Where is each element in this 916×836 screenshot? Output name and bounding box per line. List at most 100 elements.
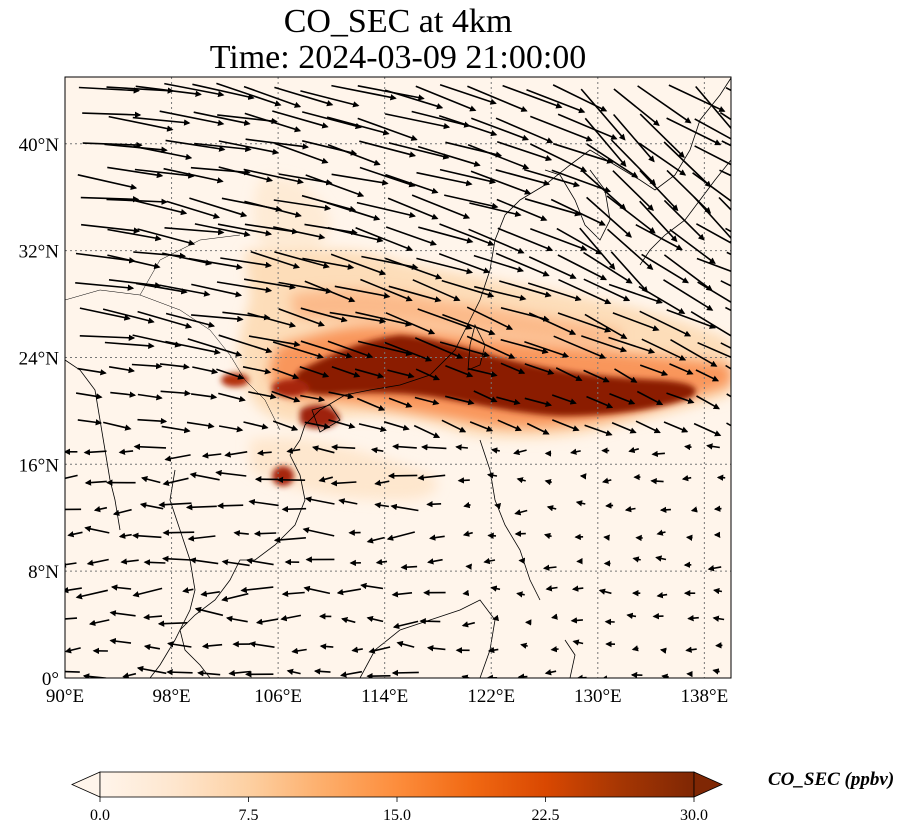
wind-arrow [328, 391, 355, 400]
wind-arrow [194, 142, 252, 153]
wind-arrow [75, 282, 135, 291]
wind-arrow [492, 614, 500, 622]
wind-arrow [384, 113, 451, 130]
wind-arrow [65, 670, 80, 673]
wind-arrow [108, 115, 174, 132]
wind-arrow [161, 425, 191, 434]
wind-arrow [366, 536, 385, 544]
wind-arrow [165, 139, 226, 152]
wind-arrow [137, 310, 193, 329]
wind-arrow [441, 279, 495, 298]
wind-arrow [635, 223, 683, 251]
wind-arrow [326, 116, 390, 136]
wind-arrow [466, 306, 514, 330]
wind-arrow [628, 446, 640, 454]
wind-arrow [582, 170, 627, 211]
wind-arrow [182, 587, 194, 594]
wind-arrow [300, 90, 360, 108]
wind-arrow [726, 422, 731, 427]
wind-arrow [83, 449, 107, 456]
wind-arrow [572, 639, 584, 646]
wind-arrow [65, 561, 77, 568]
wind-arrow [614, 368, 638, 383]
wind-arrow [500, 362, 526, 375]
colorbar-extend-min [71, 771, 101, 798]
wind-arrow [79, 307, 131, 321]
wind-arrow [109, 610, 136, 617]
wind-arrow [167, 641, 192, 648]
wind-arrow [500, 338, 549, 355]
wind-arrow [530, 115, 593, 142]
wind-arrow [355, 227, 414, 252]
wind-arrow [131, 362, 163, 370]
wind-arrow [65, 647, 81, 654]
wind-arrow [656, 592, 668, 599]
wind-arrow [429, 534, 445, 541]
lat-tick-label: 8°N [28, 562, 59, 583]
coastline-malay [149, 469, 196, 678]
wind-arrow [466, 335, 516, 359]
wind-arrow [613, 88, 660, 127]
wind-arrow [659, 506, 671, 514]
wind-arrow [486, 472, 498, 479]
plume-core-west [272, 378, 310, 397]
wind-arrow [108, 279, 162, 289]
wind-arrow [286, 447, 301, 454]
wind-arrow [159, 363, 190, 370]
wind-arrow [445, 365, 474, 378]
wind-arrow [441, 419, 467, 433]
wind-arrow [326, 202, 381, 221]
wind-arrow [331, 444, 356, 451]
wind-arrow [558, 278, 612, 305]
wind-arrow [530, 143, 588, 172]
wind-arrow [84, 479, 107, 486]
wind-arrow [354, 368, 385, 379]
wind-arrow [143, 613, 163, 621]
wind-arrow [390, 503, 419, 512]
wind-arrow [655, 555, 667, 562]
wind-arrow [520, 642, 528, 649]
wind-arrow [355, 311, 413, 327]
wind-arrow [725, 227, 731, 233]
wind-arrow [248, 391, 277, 400]
wind-arrow [695, 85, 731, 135]
wind-arrow [191, 283, 243, 298]
wind-arrow [726, 393, 731, 398]
wind-arrow [245, 138, 309, 150]
wind-arrow [356, 201, 416, 219]
wind-arrow [495, 117, 554, 144]
wind-arrow [609, 393, 636, 405]
wind-arrow [385, 173, 439, 194]
wind-arrow [726, 251, 731, 256]
wind-arrow [439, 168, 497, 185]
wind-arrow [221, 559, 250, 567]
wind-arrow [341, 617, 356, 624]
coastline-taiwan [467, 323, 486, 371]
wind-arrow [663, 141, 712, 188]
latitude-axis: 0° 8°N 16°N 24°N 32°N 40°N [19, 135, 60, 690]
wind-arrow [612, 312, 660, 332]
colorbar-tick-label: 22.5 [532, 807, 560, 824]
wind-arrow [641, 253, 689, 284]
wind-arrow [650, 477, 664, 485]
wind-arrow [374, 479, 390, 486]
wind-arrow [720, 342, 731, 350]
wind-arrow [495, 169, 551, 186]
coastline-korea [544, 169, 611, 241]
wind-arrow [586, 395, 614, 409]
wind-arrow [462, 530, 473, 537]
wind-arrow [526, 88, 586, 114]
wind-arrow [439, 223, 495, 246]
wind-arrow [684, 443, 692, 451]
wind-arrow [255, 618, 279, 625]
wind-arrow [513, 448, 527, 456]
wind-arrow [557, 312, 612, 333]
wind-arrow [670, 339, 718, 367]
wind-arrow [583, 369, 610, 383]
wind-arrow [517, 673, 528, 678]
lat-tick-label: 40°N [19, 135, 60, 156]
wind-arrow [469, 421, 494, 432]
wind-arrow [411, 110, 471, 128]
lat-tick-label: 32°N [19, 242, 60, 263]
wind-arrow [706, 443, 720, 450]
